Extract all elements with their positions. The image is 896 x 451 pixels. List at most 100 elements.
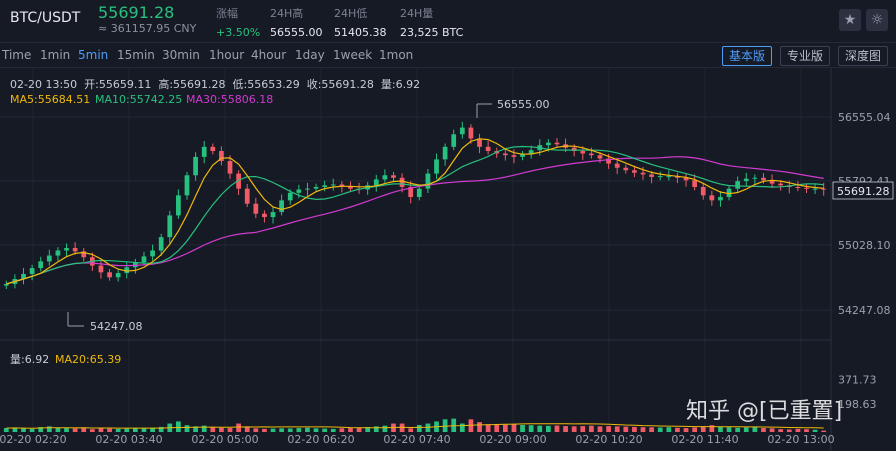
time-tick-label: 02-20 11:40 bbox=[671, 433, 738, 446]
interval-30min[interactable]: 30min bbox=[162, 48, 200, 62]
candle-body bbox=[193, 156, 198, 176]
candle-body bbox=[3, 283, 9, 286]
volume-bar bbox=[253, 428, 259, 432]
candle-body bbox=[778, 183, 784, 186]
interval-1mon[interactable]: 1mon bbox=[379, 48, 414, 62]
volume-bar bbox=[124, 428, 130, 432]
candle-body bbox=[442, 146, 448, 160]
candle-body bbox=[72, 248, 78, 252]
volume-bar bbox=[279, 428, 285, 432]
vol-legend: 量:6.92 bbox=[10, 353, 49, 366]
candle-body bbox=[46, 255, 52, 262]
theme-icon[interactable]: ☼ bbox=[866, 9, 888, 31]
volume-bar bbox=[115, 428, 121, 432]
view-basic-button[interactable]: 基本版 bbox=[722, 46, 773, 66]
volume-bar bbox=[416, 424, 422, 432]
volume-bar bbox=[158, 426, 164, 432]
interval-1day[interactable]: 1day bbox=[295, 48, 325, 62]
interval-1hour[interactable]: 1hour bbox=[209, 48, 245, 62]
ma10-line bbox=[6, 145, 824, 285]
candle-body bbox=[219, 151, 224, 162]
current-price-tag: 55691.28 bbox=[832, 181, 894, 200]
candle-body bbox=[348, 186, 353, 189]
volume-bar bbox=[649, 427, 654, 432]
candle-body bbox=[244, 188, 250, 204]
candle-body bbox=[761, 177, 766, 181]
volume-bar bbox=[21, 428, 26, 432]
volume-bar bbox=[46, 426, 52, 432]
star-icon[interactable]: ★ bbox=[839, 9, 861, 31]
price-tick-label: 55028.10 bbox=[838, 239, 891, 252]
volume-bar bbox=[29, 428, 35, 432]
candle-body bbox=[468, 127, 474, 139]
candle-body bbox=[270, 212, 276, 218]
candle-body bbox=[416, 188, 422, 198]
volume-bar bbox=[778, 429, 784, 432]
volume-bar bbox=[795, 428, 801, 432]
volume-bar bbox=[287, 428, 293, 432]
volume-bar bbox=[511, 424, 517, 432]
interval-15min[interactable]: 15min bbox=[117, 48, 155, 62]
ma5-line bbox=[6, 138, 824, 285]
volume-bar bbox=[382, 425, 388, 432]
candle-body bbox=[726, 188, 732, 198]
time-tick-label: 02-20 09:00 bbox=[479, 433, 546, 446]
ticker-header: BTC/USDT 55691.28 ≈ 361157.95 CNY 涨幅 +3.5… bbox=[0, 0, 896, 42]
interval-time[interactable]: Time bbox=[2, 48, 32, 62]
interval-4hour[interactable]: 4hour bbox=[251, 48, 287, 62]
volume-bar bbox=[657, 427, 663, 432]
volume-bar bbox=[700, 426, 706, 432]
volume-bar bbox=[348, 428, 353, 432]
volume-bar bbox=[537, 425, 543, 432]
candle-body bbox=[201, 146, 207, 157]
candle-body bbox=[640, 172, 646, 175]
last-price: 55691.28 bbox=[98, 3, 175, 22]
candle-body bbox=[520, 154, 525, 157]
candle-body bbox=[580, 151, 586, 154]
candle-body bbox=[571, 147, 577, 152]
candle-body bbox=[821, 188, 827, 190]
volume-bar bbox=[107, 428, 112, 432]
volume-tick-label: 198.63 bbox=[838, 398, 877, 411]
view-pro-button[interactable]: 专业版 bbox=[780, 46, 831, 66]
candle-body bbox=[675, 176, 680, 178]
candle-body bbox=[735, 181, 741, 189]
volume-bar bbox=[339, 428, 345, 432]
candle-body bbox=[210, 146, 216, 152]
candle-body bbox=[296, 189, 302, 193]
volume-bar bbox=[3, 428, 9, 432]
candle-body bbox=[330, 184, 336, 186]
candle-body bbox=[528, 150, 534, 155]
low-marker: 54247.08 bbox=[67, 312, 143, 333]
candle-body bbox=[21, 273, 26, 279]
volume-bar bbox=[632, 426, 637, 432]
time-tick-label: 02-20 05:00 bbox=[191, 433, 258, 446]
interval-1min[interactable]: 1min bbox=[40, 48, 71, 62]
time-tick-label: 02-20 06:20 bbox=[287, 433, 354, 446]
volume-bar bbox=[270, 428, 276, 432]
interval-1week[interactable]: 1week bbox=[333, 48, 373, 62]
candle-body bbox=[124, 267, 130, 274]
volume-bar bbox=[769, 428, 775, 432]
volume-bar bbox=[520, 424, 525, 432]
candle-body bbox=[752, 177, 758, 179]
high-marker-label: 56555.00 bbox=[497, 98, 550, 111]
volume-bar bbox=[726, 427, 732, 432]
interval-5min[interactable]: 5min bbox=[78, 48, 109, 62]
volume-bar bbox=[64, 428, 69, 432]
view-depth-button[interactable]: 深度图 bbox=[838, 46, 889, 66]
candle-body bbox=[158, 237, 164, 251]
volume-bar bbox=[373, 426, 379, 432]
volume-bar bbox=[262, 428, 267, 432]
candle-body bbox=[55, 250, 61, 256]
candle-body bbox=[339, 184, 345, 187]
high-marker: 56555.00 bbox=[476, 98, 550, 118]
volume-bar bbox=[666, 427, 672, 432]
volume-bar bbox=[812, 429, 818, 432]
volume-bar bbox=[589, 425, 594, 432]
stat-volume: 24H量 23,525 BTC bbox=[400, 7, 464, 39]
candle-body bbox=[589, 153, 594, 156]
pair-label[interactable]: BTC/USDT bbox=[10, 10, 81, 26]
